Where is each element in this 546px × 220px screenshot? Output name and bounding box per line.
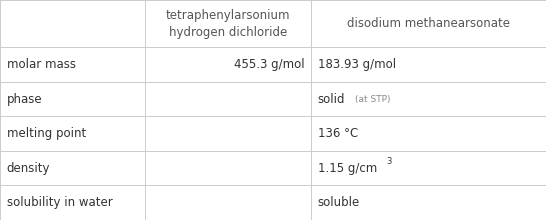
Text: 136 °C: 136 °C (318, 127, 358, 140)
Text: solid: solid (318, 93, 345, 106)
Text: (at STP): (at STP) (355, 95, 390, 104)
Text: melting point: melting point (7, 127, 86, 140)
Text: solubility in water: solubility in water (7, 196, 112, 209)
Text: density: density (7, 162, 50, 175)
Text: 455.3 g/mol: 455.3 g/mol (234, 58, 305, 71)
Text: phase: phase (7, 93, 42, 106)
Text: 3: 3 (386, 157, 391, 166)
Text: tetraphenylarsonium
hydrogen dichloride: tetraphenylarsonium hydrogen dichloride (165, 9, 290, 39)
Text: 183.93 g/mol: 183.93 g/mol (318, 58, 396, 71)
Text: disodium methanearsonate: disodium methanearsonate (347, 17, 510, 30)
Text: soluble: soluble (318, 196, 360, 209)
Text: 1.15 g/cm: 1.15 g/cm (318, 162, 377, 175)
Text: molar mass: molar mass (7, 58, 75, 71)
